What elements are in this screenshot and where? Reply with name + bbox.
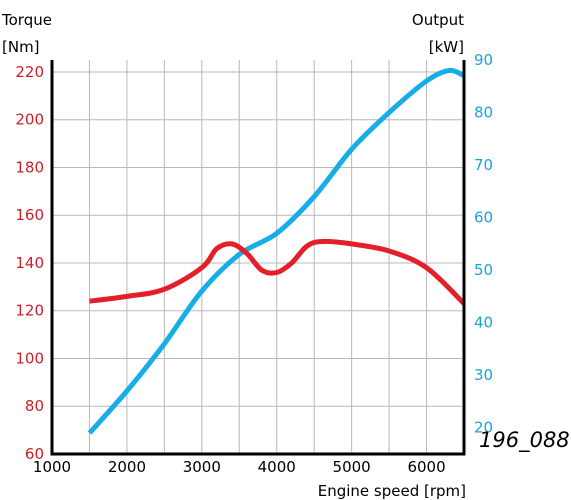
torque-curve (89, 238, 466, 306)
left-axis-tick-label: 160 (15, 206, 44, 224)
x-axis-tick-label: 6000 (407, 458, 445, 476)
series-lines (87, 67, 466, 435)
left-axis-tick-label: 80 (25, 397, 44, 415)
right-axis-label-line1: Output (412, 11, 464, 29)
left-axis-tick-label: 180 (15, 158, 44, 176)
right-axis-tick-label: 30 (474, 366, 493, 384)
figure-code: 196_088 (479, 428, 570, 453)
x-axis-tick-label: 5000 (333, 458, 371, 476)
x-axis-tick-label: 4000 (258, 458, 296, 476)
left-axis-tick-label: 200 (15, 111, 44, 129)
left-axis-tick-label: 120 (15, 302, 44, 320)
right-axis-label-line2: [kW] (429, 38, 464, 56)
x-axis-tick-labels: 1000 2000 3000 4000 5000 6000 (33, 458, 446, 476)
left-axis-tick-label: 220 (15, 63, 44, 81)
left-axis-label-line2: [Nm] (2, 38, 40, 56)
right-axis-tick-label: 40 (474, 314, 493, 332)
right-axis-tick-label: 90 (474, 51, 493, 69)
right-axis-tick-label: 50 (474, 261, 493, 279)
left-axis-tick-label: 140 (15, 254, 44, 272)
right-axis-tick-label: 60 (474, 209, 493, 227)
left-axis-tick-label: 60 (25, 445, 44, 463)
left-axis-tick-labels: 60 80 100 120 140 160 180 200 220 (15, 63, 44, 463)
right-axis-tick-labels: 20 30 40 50 60 70 80 90 (474, 51, 493, 437)
left-axis-label-line1: Torque (1, 11, 52, 29)
right-axis-tick-label: 70 (474, 156, 493, 174)
axes (50, 60, 466, 456)
left-axis-tick-label: 100 (15, 349, 44, 367)
output-curve (87, 67, 466, 435)
x-axis-tick-label: 3000 (183, 458, 221, 476)
right-axis-tick-label: 20 (474, 419, 493, 437)
x-axis-tick-label: 1000 (33, 458, 71, 476)
x-axis-tick-label: 2000 (108, 458, 146, 476)
right-axis-tick-label: 80 (474, 104, 493, 122)
x-axis-label: Engine speed [rpm] (318, 482, 466, 500)
